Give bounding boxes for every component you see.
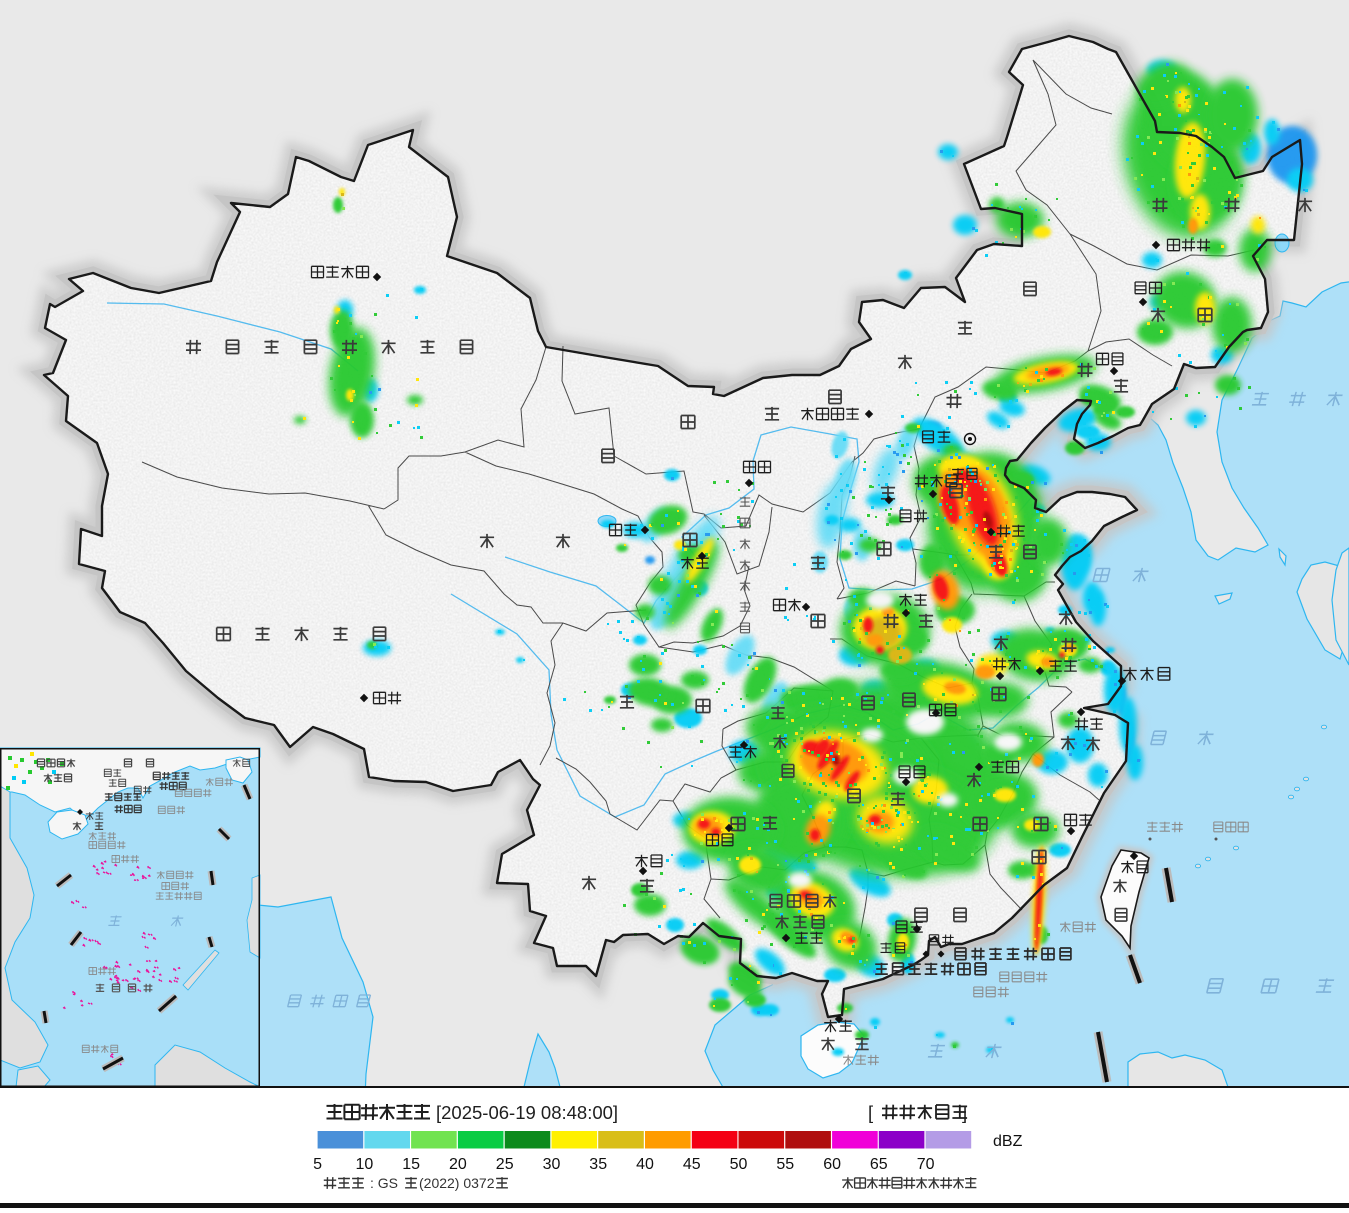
svg-text:[: [ bbox=[868, 1102, 873, 1123]
svg-text:30: 30 bbox=[543, 1156, 561, 1173]
svg-text:35: 35 bbox=[589, 1156, 607, 1173]
svg-text:20: 20 bbox=[449, 1156, 467, 1173]
svg-text:70: 70 bbox=[917, 1156, 935, 1173]
svg-text:]: ] bbox=[962, 1102, 967, 1123]
svg-text:10: 10 bbox=[356, 1156, 374, 1173]
svg-text:15: 15 bbox=[402, 1156, 420, 1173]
svg-text:55: 55 bbox=[776, 1156, 794, 1173]
svg-text:45: 45 bbox=[683, 1156, 701, 1173]
svg-text:50: 50 bbox=[730, 1156, 748, 1173]
svg-text:65: 65 bbox=[870, 1156, 888, 1173]
svg-text:(2022) 0372: (2022) 0372 bbox=[419, 1175, 495, 1191]
svg-text:5: 5 bbox=[313, 1156, 322, 1173]
svg-text:[2025-06-19 08:48:00]: [2025-06-19 08:48:00] bbox=[436, 1102, 618, 1123]
svg-text:dBZ: dBZ bbox=[993, 1133, 1023, 1150]
svg-text:: GS: : GS bbox=[370, 1175, 398, 1191]
svg-text:40: 40 bbox=[636, 1156, 654, 1173]
svg-text:60: 60 bbox=[823, 1156, 841, 1173]
svg-text:25: 25 bbox=[496, 1156, 514, 1173]
